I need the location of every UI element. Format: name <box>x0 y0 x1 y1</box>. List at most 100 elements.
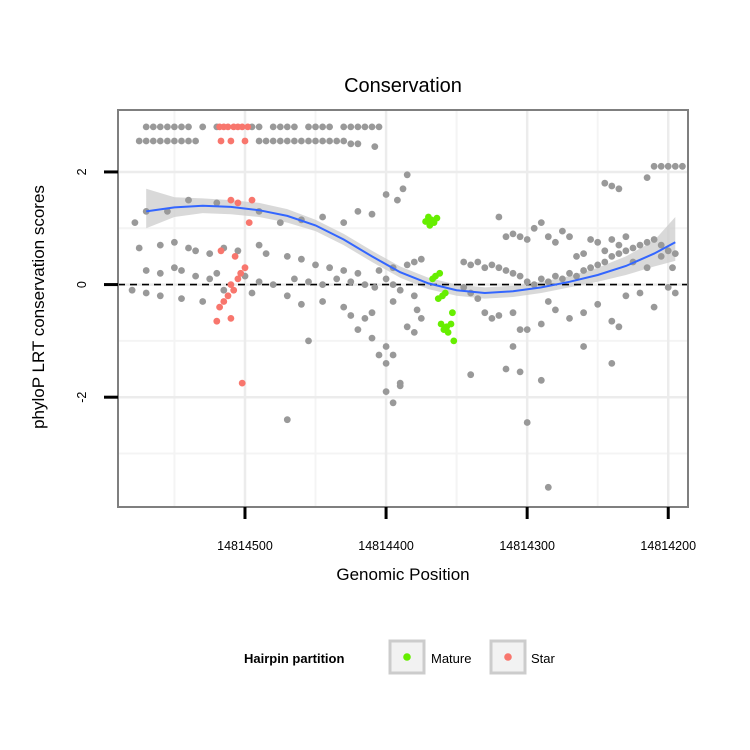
point-other <box>544 278 552 286</box>
point-other <box>305 137 312 145</box>
point-mature <box>444 329 452 336</box>
point-other <box>142 137 150 145</box>
point-other <box>333 275 341 283</box>
point-other <box>142 267 150 274</box>
point-other <box>171 137 178 145</box>
point-other <box>269 123 277 131</box>
point-mature <box>437 320 445 328</box>
point-other <box>530 281 538 288</box>
point-other <box>164 123 171 131</box>
point-other <box>382 191 390 198</box>
point-other <box>340 219 348 227</box>
point-star <box>217 137 225 145</box>
point-other <box>403 323 411 331</box>
point-other <box>305 278 312 286</box>
point-other <box>269 137 277 145</box>
point-star <box>238 123 246 131</box>
point-other <box>199 298 207 305</box>
point-other <box>185 196 192 204</box>
point-other <box>192 247 200 255</box>
point-other <box>601 258 609 266</box>
point-other <box>255 241 263 249</box>
point-other <box>615 241 623 249</box>
point-other <box>255 278 263 286</box>
point-other <box>403 261 411 269</box>
point-other <box>544 298 552 305</box>
point-other <box>509 343 517 350</box>
point-other <box>608 317 616 325</box>
point-other <box>347 140 355 148</box>
point-other <box>622 233 630 241</box>
point-star <box>241 264 249 272</box>
point-star <box>231 253 239 260</box>
point-other <box>312 123 319 131</box>
point-other <box>552 306 559 314</box>
point-other <box>340 267 348 274</box>
point-other <box>128 286 136 294</box>
point-star <box>237 269 245 277</box>
point-other <box>206 275 214 283</box>
point-other <box>516 368 524 376</box>
point-other <box>298 300 305 308</box>
point-other <box>347 278 355 286</box>
point-other <box>502 233 510 241</box>
x-tick-label: 14814500 <box>217 539 273 553</box>
point-other <box>185 244 192 252</box>
point-star <box>234 199 242 207</box>
point-other <box>608 360 616 367</box>
point-other <box>142 289 150 297</box>
point-star <box>244 123 252 131</box>
point-other <box>481 309 489 317</box>
point-other <box>156 123 164 131</box>
point-other <box>552 238 559 246</box>
point-other <box>291 123 298 131</box>
point-other <box>276 123 284 131</box>
point-other <box>178 295 185 302</box>
point-other <box>530 224 538 232</box>
point-other <box>283 416 291 424</box>
point-other <box>587 264 594 272</box>
point-other <box>516 326 524 333</box>
point-other <box>375 123 383 131</box>
point-star <box>238 379 246 387</box>
point-other <box>164 208 171 215</box>
point-other <box>671 162 679 170</box>
point-other <box>326 123 333 131</box>
point-other <box>523 236 531 243</box>
point-other <box>213 199 221 207</box>
point-other <box>255 123 263 131</box>
legend-label-mature: Mature <box>431 651 471 666</box>
point-other <box>594 238 602 246</box>
point-other <box>283 123 291 131</box>
y-axis: -2 0 2 <box>75 168 118 403</box>
point-other <box>566 315 573 322</box>
point-other <box>199 123 207 131</box>
point-other <box>298 255 305 263</box>
y-tick-label: 2 <box>75 168 89 175</box>
point-other <box>389 281 397 288</box>
point-other <box>636 241 644 249</box>
point-other <box>248 289 256 297</box>
point-other <box>178 267 185 274</box>
point-star <box>213 317 221 325</box>
point-other <box>664 162 672 170</box>
point-other <box>213 269 221 277</box>
point-other <box>368 334 376 342</box>
point-other <box>178 123 185 131</box>
point-other <box>544 483 552 491</box>
point-other <box>580 309 587 317</box>
point-other <box>467 371 475 379</box>
point-other <box>255 137 263 145</box>
confidence-band <box>146 188 676 299</box>
point-other <box>650 236 658 243</box>
point-other <box>417 255 425 263</box>
point-other <box>537 219 545 227</box>
point-other <box>481 264 489 272</box>
point-other <box>396 382 404 390</box>
legend-title: Hairpin partition <box>244 651 344 666</box>
point-other <box>156 292 164 300</box>
point-other <box>413 306 421 314</box>
point-other <box>516 272 524 280</box>
point-other <box>298 137 305 145</box>
legend-swatch-mature <box>403 653 411 661</box>
